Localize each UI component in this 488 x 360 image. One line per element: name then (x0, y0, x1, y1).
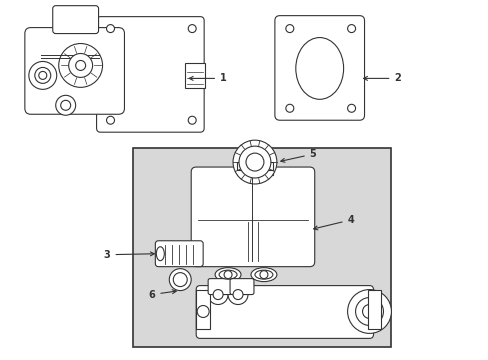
FancyBboxPatch shape (155, 241, 203, 267)
Circle shape (106, 116, 114, 124)
Circle shape (227, 285, 247, 305)
Text: 4: 4 (313, 215, 354, 230)
Circle shape (245, 153, 264, 171)
Bar (237, 162, 272, 175)
Text: 2: 2 (363, 73, 400, 84)
FancyBboxPatch shape (274, 15, 364, 120)
Text: 1: 1 (189, 73, 226, 84)
Circle shape (208, 285, 227, 305)
Ellipse shape (250, 268, 276, 282)
FancyBboxPatch shape (229, 279, 253, 294)
Circle shape (285, 24, 293, 32)
Circle shape (347, 289, 390, 333)
Circle shape (76, 60, 85, 71)
Bar (196, 289, 210, 329)
Circle shape (188, 24, 196, 32)
Text: 5: 5 (280, 149, 316, 162)
Circle shape (347, 24, 355, 32)
Circle shape (56, 95, 76, 115)
Circle shape (173, 273, 187, 287)
FancyBboxPatch shape (25, 28, 124, 114)
Ellipse shape (215, 268, 241, 282)
Bar (133, 148, 390, 347)
Circle shape (169, 269, 191, 291)
Circle shape (362, 305, 376, 319)
Bar (237, 162, 272, 170)
Ellipse shape (254, 270, 272, 279)
Bar (367, 289, 381, 329)
Circle shape (224, 271, 232, 279)
Ellipse shape (295, 37, 343, 99)
Circle shape (239, 146, 270, 178)
Circle shape (260, 271, 267, 279)
Ellipse shape (156, 247, 164, 261)
Circle shape (347, 104, 355, 112)
Circle shape (106, 24, 114, 32)
Circle shape (35, 67, 51, 84)
Circle shape (39, 71, 47, 80)
Circle shape (29, 62, 57, 89)
FancyBboxPatch shape (196, 285, 373, 338)
Circle shape (188, 116, 196, 124)
Text: 3: 3 (103, 250, 154, 260)
FancyBboxPatch shape (191, 167, 314, 267)
Circle shape (59, 44, 102, 87)
Circle shape (68, 54, 92, 77)
FancyBboxPatch shape (208, 279, 232, 294)
Circle shape (233, 289, 243, 300)
Text: 6: 6 (148, 289, 176, 300)
FancyBboxPatch shape (53, 6, 99, 33)
Circle shape (355, 298, 383, 325)
Circle shape (285, 104, 293, 112)
FancyBboxPatch shape (96, 17, 203, 132)
Circle shape (61, 100, 71, 110)
Bar (185, 63, 205, 88)
Circle shape (213, 289, 223, 300)
Circle shape (197, 306, 209, 318)
Circle shape (233, 140, 276, 184)
Ellipse shape (219, 270, 237, 279)
